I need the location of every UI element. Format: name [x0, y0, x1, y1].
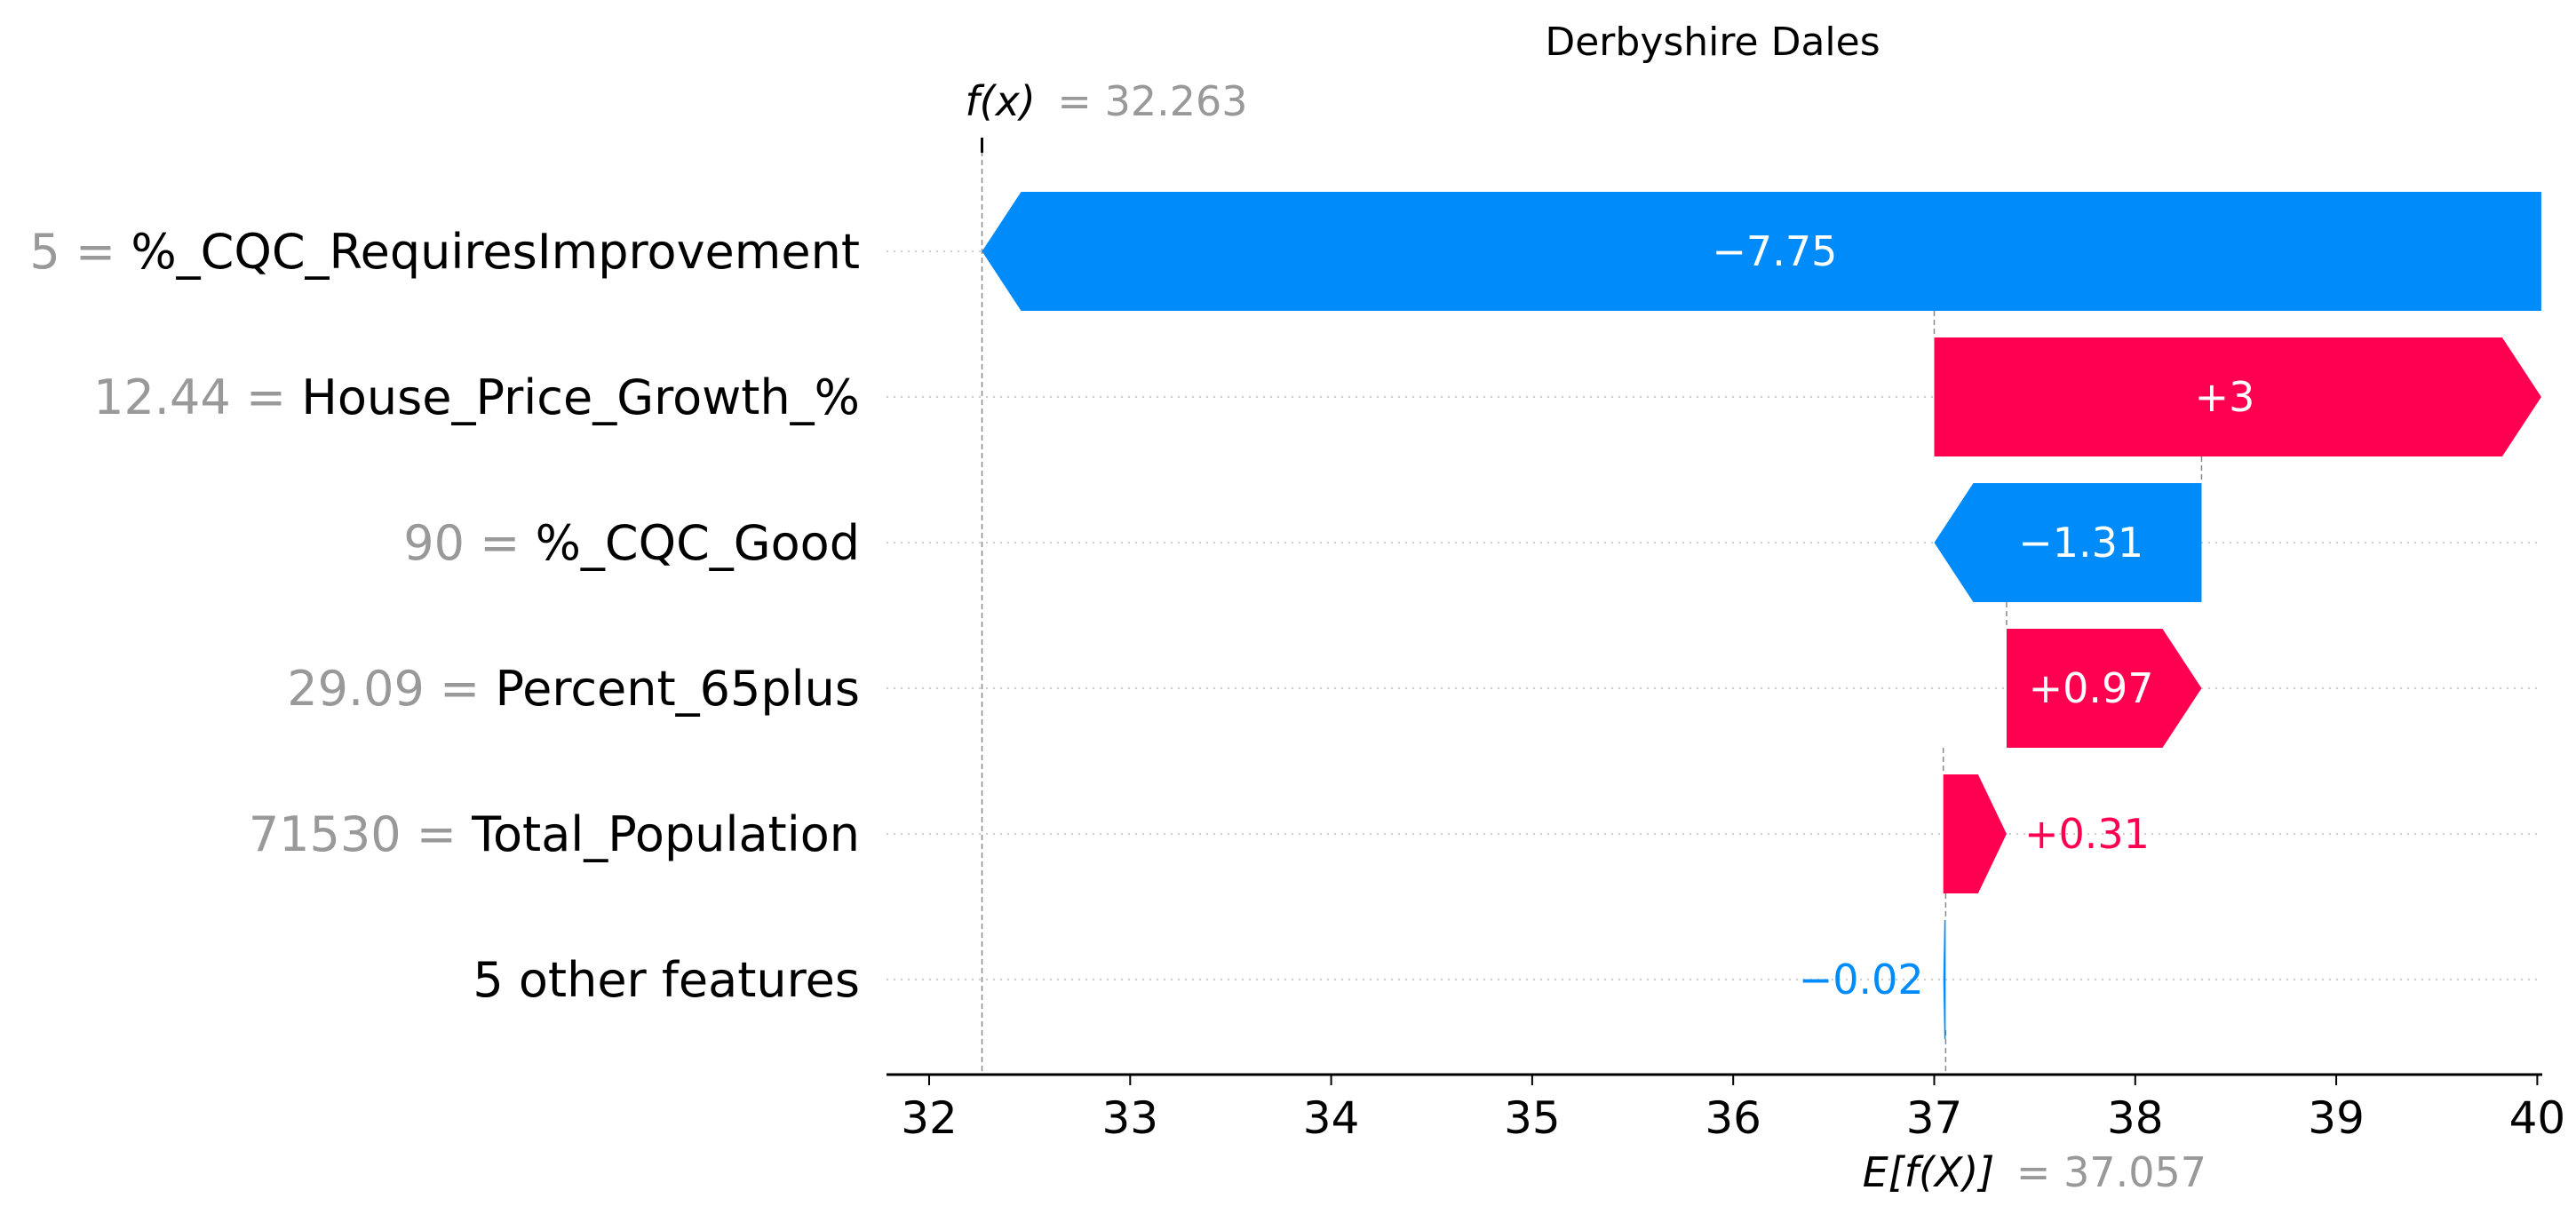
x-tick-label: 33 — [1101, 1092, 1158, 1144]
feature-name: %_CQC_Good — [536, 515, 860, 571]
waterfall-bar — [1943, 774, 2007, 893]
x-tick-label: 40 — [2509, 1092, 2566, 1144]
bar-labels: −7.75 +3 −1.31 +0.97 +0.31 −0.02 — [1712, 227, 2254, 1004]
bar-value-label: +3 — [2195, 373, 2255, 421]
bar-value-label: +0.31 — [2024, 810, 2150, 858]
svg-text:f(x) = 32.263: f(x) = 32.263 — [965, 77, 1247, 125]
waterfall-bar — [1934, 337, 2541, 456]
feature-name: Percent_65plus — [495, 661, 860, 717]
feature-label: 90 = %_CQC_Good — [403, 515, 860, 571]
feature-label: 29.09 = Percent_65plus — [287, 661, 860, 717]
x-tick-label: 35 — [1504, 1092, 1561, 1144]
waterfall-bar — [982, 192, 2541, 311]
waterfall-bar — [2006, 629, 2202, 748]
x-tick-label: 37 — [1906, 1092, 1963, 1144]
bar-value-label: −7.75 — [1712, 227, 1837, 275]
ex-value: = 37.057 — [2016, 1148, 2206, 1196]
feature-value: 29.09 = — [287, 661, 495, 717]
bar-value-label: −0.02 — [1799, 956, 1924, 1004]
x-axis: 32 33 34 35 36 37 38 39 40 — [886, 1073, 2566, 1144]
feature-name: House_Price_Growth_% — [301, 369, 860, 425]
bars — [982, 192, 2541, 1039]
x-tick-label: 36 — [1705, 1092, 1761, 1144]
feature-name: Total_Population — [471, 806, 860, 862]
feature-value: 90 = — [403, 515, 535, 571]
feature-label: 71530 = Total_Population — [249, 806, 860, 862]
feature-value: 71530 = — [249, 806, 472, 862]
waterfall-bar — [1943, 920, 1946, 1039]
feature-value: 12.44 = — [93, 369, 301, 425]
feature-label: 5 = %_CQC_RequiresImprovement — [29, 224, 860, 280]
fx-label: f(x) — [965, 77, 1035, 125]
ex-label: E[f(X)] — [1863, 1148, 1995, 1196]
feature-labels: 5 = %_CQC_RequiresImprovement 12.44 = Hou… — [29, 224, 860, 1008]
svg-text:E[f(X)] = 37.057: E[f(X)] = 37.057 — [1863, 1148, 2206, 1196]
feature-value: 5 = — [29, 224, 131, 280]
x-tick-label: 34 — [1303, 1092, 1360, 1144]
feature-name: 5 other features — [473, 952, 860, 1008]
guide-lines — [981, 138, 2203, 1075]
chart-title: Derbyshire Dales — [1545, 20, 1880, 65]
waterfall-bar — [1934, 483, 2202, 602]
bar-value-label: −1.31 — [2018, 519, 2143, 567]
x-tick-label: 38 — [2107, 1092, 2164, 1144]
fx-annotation: f(x) = 32.263 — [965, 77, 1247, 125]
feature-label: 5 other features — [473, 952, 860, 1008]
x-tick-label: 39 — [2308, 1092, 2365, 1144]
bar-value-label: +0.97 — [2029, 664, 2154, 712]
ex-annotation: E[f(X)] = 37.057 — [1863, 1148, 2206, 1196]
feature-name: %_CQC_RequiresImprovement — [131, 224, 860, 280]
x-tick-label: 32 — [901, 1092, 958, 1144]
feature-label: 12.44 = House_Price_Growth_% — [93, 369, 860, 425]
fx-value: = 32.263 — [1057, 77, 1247, 125]
